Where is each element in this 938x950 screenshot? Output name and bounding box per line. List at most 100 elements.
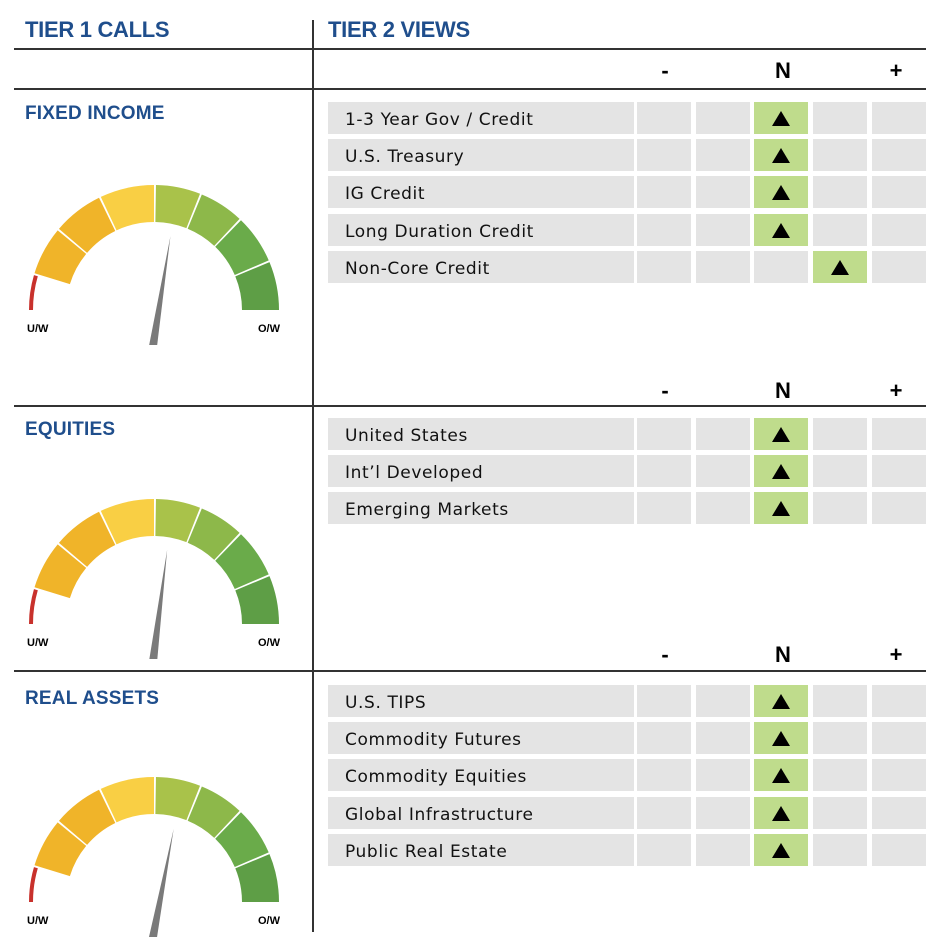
gauge-segment bbox=[187, 508, 240, 560]
gauge: U/W O/W bbox=[14, 170, 294, 345]
rating-cell bbox=[872, 213, 926, 246]
row-label: Emerging Markets bbox=[328, 492, 634, 525]
gauge-segment bbox=[215, 534, 269, 590]
rating-cell-selected bbox=[813, 250, 867, 283]
header-divider bbox=[14, 48, 926, 50]
rating-marker-icon bbox=[772, 427, 790, 442]
rating-cell bbox=[813, 833, 867, 866]
row-label: Int’l Developed bbox=[328, 455, 634, 488]
column-divider bbox=[312, 20, 314, 932]
rating-cell bbox=[872, 759, 926, 792]
gauge-dial: U/W O/W bbox=[27, 777, 281, 937]
rating-cell-selected bbox=[754, 685, 808, 717]
rating-cell bbox=[813, 176, 867, 209]
column-header: + bbox=[889, 58, 903, 83]
rating-marker-icon bbox=[772, 222, 790, 238]
gauge-needle bbox=[149, 549, 168, 659]
rating-cell bbox=[696, 213, 750, 246]
row-label: United States bbox=[328, 418, 634, 450]
rating-cell bbox=[696, 250, 750, 283]
rating-cell bbox=[696, 759, 750, 792]
row-label: U.S. Treasury bbox=[328, 139, 634, 172]
gauge-label-overweight: O/W bbox=[258, 323, 281, 335]
rating-cell-selected bbox=[754, 418, 808, 450]
gauge-segment bbox=[215, 812, 269, 868]
row-label: 1-3 Year Gov / Credit bbox=[328, 102, 634, 134]
rating-cell bbox=[637, 796, 691, 829]
gauge-needle bbox=[149, 236, 171, 345]
rating-cell bbox=[637, 139, 691, 172]
gauge-label-underweight: U/W bbox=[27, 323, 49, 335]
rating-cell bbox=[696, 176, 750, 209]
gauge-segment bbox=[100, 185, 154, 231]
rating-cell bbox=[696, 455, 750, 488]
row-label: Long Duration Credit bbox=[328, 213, 634, 246]
column-header: + bbox=[889, 642, 903, 667]
rating-marker-icon bbox=[772, 805, 790, 821]
rating-cell bbox=[696, 102, 750, 134]
gauge: U/W O/W bbox=[14, 484, 294, 659]
rating-cell-selected bbox=[754, 139, 808, 172]
rating-cell bbox=[637, 492, 691, 525]
rating-cell bbox=[813, 685, 867, 717]
gauge: U/W O/W bbox=[14, 762, 294, 937]
section-title: FIXED INCOME bbox=[25, 103, 165, 124]
rating-cell bbox=[696, 139, 750, 172]
gauge-segment bbox=[29, 589, 38, 624]
gauge-label-underweight: U/W bbox=[27, 915, 49, 927]
rating-cell bbox=[872, 139, 926, 172]
gauge-label-underweight: U/W bbox=[27, 637, 49, 649]
gauge-dial: U/W O/W bbox=[27, 185, 281, 345]
tier1-header: TIER 1 CALLS bbox=[25, 17, 170, 42]
rating-cell bbox=[637, 213, 691, 246]
rating-cell bbox=[637, 759, 691, 792]
rating-cell-selected bbox=[754, 176, 808, 209]
row-label: U.S. TIPS bbox=[328, 685, 634, 717]
rating-cell bbox=[813, 102, 867, 134]
gauge-segment bbox=[235, 854, 279, 902]
rating-cell bbox=[813, 722, 867, 755]
gauge-segment bbox=[34, 230, 87, 285]
rating-cell bbox=[872, 685, 926, 717]
rating-cell bbox=[872, 455, 926, 488]
gauge-segment bbox=[155, 499, 201, 543]
row-label: Non-Core Credit bbox=[328, 250, 634, 283]
rating-cell bbox=[872, 722, 926, 755]
gauge-label-overweight: O/W bbox=[258, 915, 281, 927]
gauge-segment bbox=[155, 777, 201, 821]
rating-cell bbox=[637, 176, 691, 209]
rating-cell-selected bbox=[754, 102, 808, 134]
rating-cell bbox=[872, 492, 926, 525]
rating-cell-selected bbox=[754, 213, 808, 246]
rating-cell bbox=[696, 833, 750, 866]
rating-cell-selected bbox=[754, 492, 808, 525]
row-label: Commodity Futures bbox=[328, 722, 634, 755]
rating-marker-icon bbox=[772, 694, 790, 709]
header-bottom-divider bbox=[14, 88, 926, 90]
gauge-segment bbox=[58, 197, 116, 253]
rating-cell-selected bbox=[754, 759, 808, 792]
rating-cell-selected bbox=[754, 455, 808, 488]
rating-cell bbox=[813, 759, 867, 792]
rating-cell-selected bbox=[754, 833, 808, 866]
gauge-segment bbox=[29, 275, 38, 310]
gauge-segment bbox=[100, 499, 154, 545]
section-title: REAL ASSETS bbox=[25, 688, 160, 709]
rating-cell bbox=[696, 722, 750, 755]
rating-cell bbox=[637, 722, 691, 755]
rating-cell bbox=[696, 418, 750, 450]
rating-cell-selected bbox=[754, 796, 808, 829]
rating-cell bbox=[696, 796, 750, 829]
gauge-segment bbox=[34, 544, 87, 599]
rating-marker-icon bbox=[772, 464, 790, 480]
rating-marker-icon bbox=[772, 111, 790, 126]
rating-cell bbox=[872, 102, 926, 134]
gauge-segment bbox=[235, 576, 279, 624]
rating-cell-selected bbox=[754, 722, 808, 755]
column-header: + bbox=[889, 378, 903, 403]
rating-cell bbox=[637, 250, 691, 283]
rating-marker-icon bbox=[772, 842, 790, 858]
gauge-segment bbox=[215, 220, 269, 276]
rating-cell bbox=[637, 455, 691, 488]
gauge-segment bbox=[29, 867, 38, 902]
